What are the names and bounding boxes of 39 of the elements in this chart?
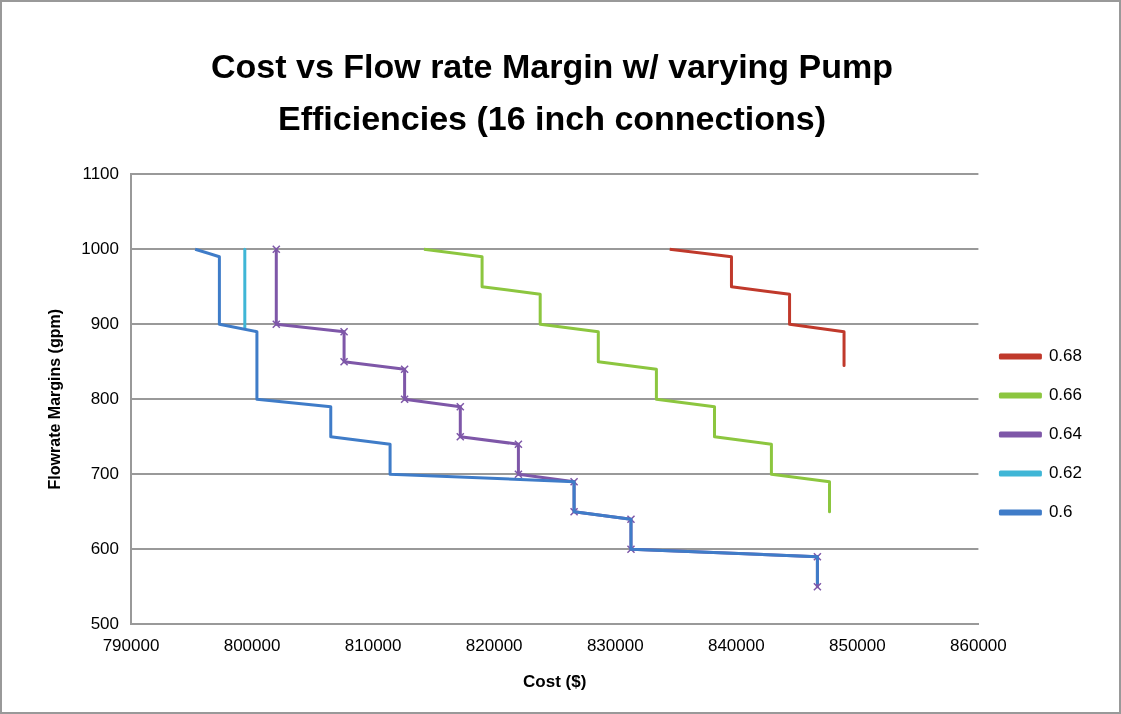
x-tick-label: 820000 <box>465 636 523 656</box>
point <box>272 319 281 329</box>
point <box>456 402 465 411</box>
y-tick-label: 800 <box>90 388 120 408</box>
point <box>514 439 523 449</box>
x-tick-label: 860000 <box>950 636 1007 656</box>
y-tick-label: 500 <box>90 613 120 633</box>
point <box>569 507 579 516</box>
x-tick-label: 800000 <box>223 636 281 656</box>
point <box>626 514 636 524</box>
point <box>813 582 822 591</box>
y-tick-label: 1000 <box>81 238 120 258</box>
y-tick-label: 1100 <box>82 163 120 183</box>
point <box>456 432 465 441</box>
point <box>339 357 349 366</box>
x-tick-label: 790000 <box>102 636 160 656</box>
legend-label: 0.6 <box>1048 502 1073 522</box>
point <box>339 327 349 336</box>
x-tick-label: 830000 <box>586 636 644 656</box>
point <box>626 544 636 554</box>
y-axis-title: Flowrate Margins (gpm) <box>46 308 64 490</box>
legend-label: 0.66 <box>1048 385 1083 405</box>
x-tick-label: 840000 <box>707 636 765 656</box>
point <box>400 364 409 374</box>
x-axis-title: Cost ($) <box>523 672 587 692</box>
point <box>569 477 579 486</box>
y-tick-label: 900 <box>90 313 120 333</box>
chart-title: Cost vs Flow rate Margin w/ varying Pump Efficiencies (16 inch connections) <box>210 46 894 139</box>
legend-label: 0.62 <box>1048 463 1083 483</box>
point <box>514 469 523 479</box>
point <box>272 244 281 254</box>
x-tick-label: 850000 <box>828 636 886 656</box>
y-tick-label: 600 <box>90 538 120 558</box>
point <box>813 552 822 561</box>
legend-label: 0.68 <box>1048 346 1083 366</box>
legend-label: 0.64 <box>1048 424 1083 444</box>
point <box>400 394 409 404</box>
x-tick-label: 810000 <box>344 636 402 656</box>
y-tick-label: 700 <box>90 463 120 483</box>
